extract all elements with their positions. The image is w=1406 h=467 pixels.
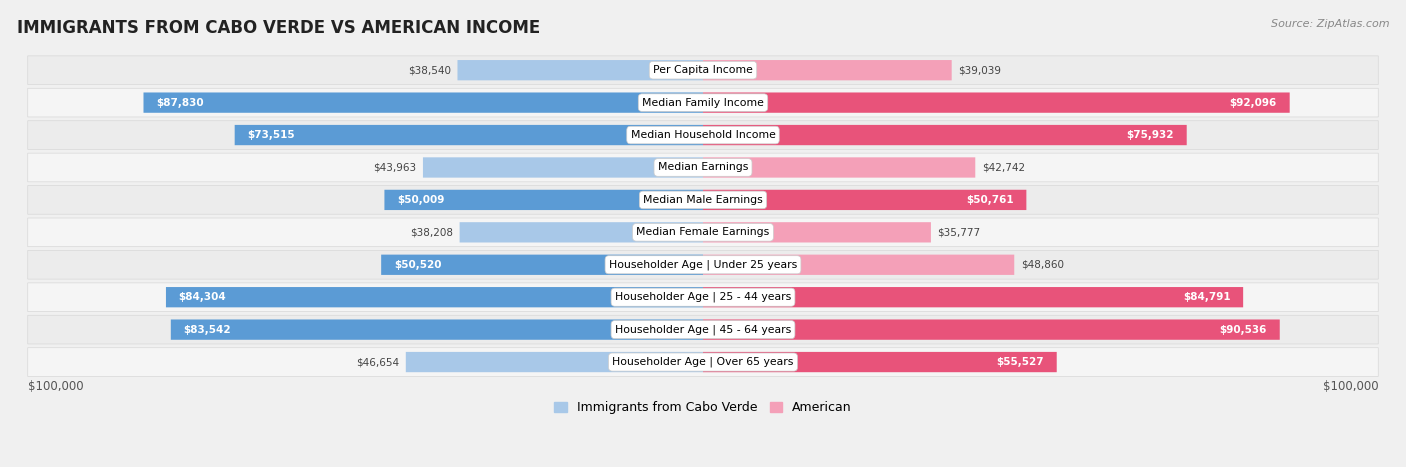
FancyBboxPatch shape xyxy=(703,255,1014,275)
FancyBboxPatch shape xyxy=(28,185,1378,214)
FancyBboxPatch shape xyxy=(423,157,703,177)
Text: $50,009: $50,009 xyxy=(396,195,444,205)
Text: IMMIGRANTS FROM CABO VERDE VS AMERICAN INCOME: IMMIGRANTS FROM CABO VERDE VS AMERICAN I… xyxy=(17,19,540,37)
Legend: Immigrants from Cabo Verde, American: Immigrants from Cabo Verde, American xyxy=(550,396,856,419)
Text: $100,000: $100,000 xyxy=(1323,380,1378,393)
Text: Householder Age | Under 25 years: Householder Age | Under 25 years xyxy=(609,260,797,270)
FancyBboxPatch shape xyxy=(170,319,703,340)
FancyBboxPatch shape xyxy=(703,190,1026,210)
FancyBboxPatch shape xyxy=(28,315,1378,344)
FancyBboxPatch shape xyxy=(703,157,976,177)
Text: $73,515: $73,515 xyxy=(247,130,295,140)
Text: $83,542: $83,542 xyxy=(184,325,231,335)
Text: $46,654: $46,654 xyxy=(356,357,399,367)
FancyBboxPatch shape xyxy=(28,250,1378,279)
FancyBboxPatch shape xyxy=(703,125,1187,145)
FancyBboxPatch shape xyxy=(28,153,1378,182)
FancyBboxPatch shape xyxy=(384,190,703,210)
FancyBboxPatch shape xyxy=(235,125,703,145)
FancyBboxPatch shape xyxy=(703,319,1279,340)
Text: Per Capita Income: Per Capita Income xyxy=(652,65,754,75)
Text: $50,520: $50,520 xyxy=(394,260,441,270)
Text: Median Household Income: Median Household Income xyxy=(630,130,776,140)
FancyBboxPatch shape xyxy=(166,287,703,307)
FancyBboxPatch shape xyxy=(28,88,1378,117)
FancyBboxPatch shape xyxy=(381,255,703,275)
Text: $39,039: $39,039 xyxy=(957,65,1001,75)
Text: Median Family Income: Median Family Income xyxy=(643,98,763,107)
Text: Median Male Earnings: Median Male Earnings xyxy=(643,195,763,205)
FancyBboxPatch shape xyxy=(457,60,703,80)
FancyBboxPatch shape xyxy=(28,283,1378,311)
FancyBboxPatch shape xyxy=(28,120,1378,149)
FancyBboxPatch shape xyxy=(28,56,1378,85)
Text: Median Female Earnings: Median Female Earnings xyxy=(637,227,769,237)
Text: $75,932: $75,932 xyxy=(1126,130,1174,140)
Text: $50,761: $50,761 xyxy=(966,195,1014,205)
Text: $55,527: $55,527 xyxy=(997,357,1045,367)
Text: $35,777: $35,777 xyxy=(938,227,980,237)
Text: $100,000: $100,000 xyxy=(28,380,83,393)
FancyBboxPatch shape xyxy=(703,352,1057,372)
FancyBboxPatch shape xyxy=(406,352,703,372)
Text: Median Earnings: Median Earnings xyxy=(658,163,748,172)
Text: $90,536: $90,536 xyxy=(1219,325,1267,335)
Text: $43,963: $43,963 xyxy=(374,163,416,172)
Text: $92,096: $92,096 xyxy=(1230,98,1277,107)
Text: Householder Age | 25 - 44 years: Householder Age | 25 - 44 years xyxy=(614,292,792,303)
Text: $48,860: $48,860 xyxy=(1021,260,1063,270)
FancyBboxPatch shape xyxy=(703,287,1243,307)
FancyBboxPatch shape xyxy=(703,92,1289,113)
FancyBboxPatch shape xyxy=(703,222,931,242)
FancyBboxPatch shape xyxy=(703,60,952,80)
Text: $87,830: $87,830 xyxy=(156,98,204,107)
Text: $84,791: $84,791 xyxy=(1182,292,1230,302)
Text: $38,540: $38,540 xyxy=(408,65,451,75)
Text: $38,208: $38,208 xyxy=(411,227,453,237)
Text: Householder Age | 45 - 64 years: Householder Age | 45 - 64 years xyxy=(614,325,792,335)
Text: Source: ZipAtlas.com: Source: ZipAtlas.com xyxy=(1271,19,1389,28)
FancyBboxPatch shape xyxy=(28,218,1378,247)
FancyBboxPatch shape xyxy=(460,222,703,242)
FancyBboxPatch shape xyxy=(143,92,703,113)
Text: $42,742: $42,742 xyxy=(981,163,1025,172)
Text: $84,304: $84,304 xyxy=(179,292,226,302)
FancyBboxPatch shape xyxy=(28,348,1378,376)
Text: Householder Age | Over 65 years: Householder Age | Over 65 years xyxy=(612,357,794,368)
